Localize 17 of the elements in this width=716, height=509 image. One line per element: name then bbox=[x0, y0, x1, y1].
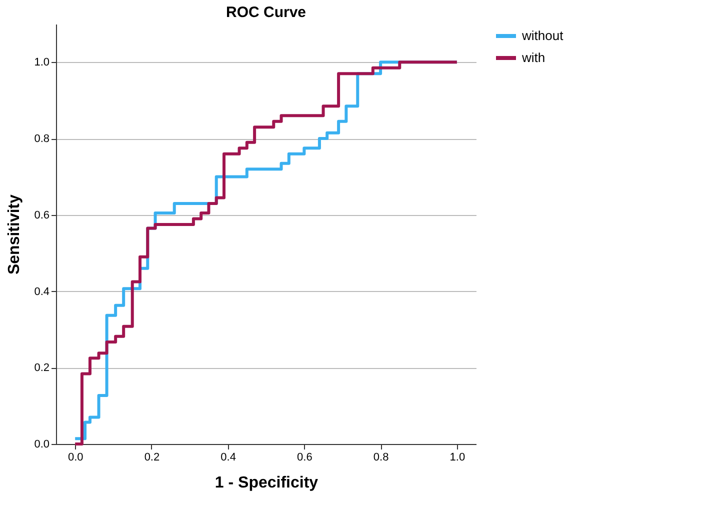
y-tick-label: 0.8 bbox=[34, 133, 50, 146]
y-tick-label: 1.0 bbox=[34, 56, 50, 69]
x-tick-label: 0.2 bbox=[144, 452, 160, 464]
x-tick-label: 0.0 bbox=[68, 452, 84, 464]
x-tick-label: 0.4 bbox=[220, 452, 236, 464]
y-tick-label: 0.4 bbox=[34, 286, 50, 298]
chart-title: ROC Curve bbox=[226, 4, 306, 21]
x-axis-title: 1 - Specificity bbox=[214, 474, 318, 492]
y-tick-label: 0.2 bbox=[34, 362, 50, 374]
legend-label: without bbox=[521, 28, 564, 43]
legend-label: with bbox=[521, 50, 546, 65]
y-tick-label: 0.6 bbox=[34, 209, 50, 222]
x-tick-label: 1.0 bbox=[450, 452, 466, 464]
y-tick-label: 0.0 bbox=[34, 438, 50, 450]
x-tick-label: 0.6 bbox=[297, 452, 312, 464]
x-tick-label: 0.8 bbox=[373, 452, 389, 464]
y-axis-title: Sensitivity bbox=[6, 194, 24, 275]
